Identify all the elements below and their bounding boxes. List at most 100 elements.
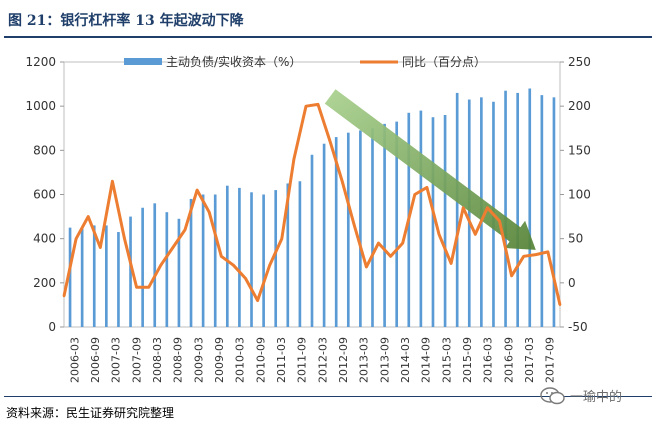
x-tick-label: 2010-09 (254, 337, 267, 383)
line-point (328, 140, 332, 143)
bar (371, 128, 374, 327)
bar (540, 95, 544, 327)
bar (298, 181, 302, 327)
line-point (123, 237, 126, 240)
line-point (62, 294, 66, 298)
x-tick-label: 2010-03 (234, 337, 247, 383)
bar (383, 123, 386, 327)
y-left-tick-label: 1000 (25, 99, 56, 113)
line-point (280, 237, 283, 240)
bar (165, 212, 169, 327)
source-note: 资料来源：民生证券研究院整理 (6, 406, 175, 420)
bar (129, 216, 132, 327)
x-tick-label: 2008-03 (151, 337, 164, 383)
line-point (377, 241, 380, 245)
leverage-chart: 0 200 400 600 800 1000 1200 -50 0 50 100 150 200 250 2… (25, 54, 591, 383)
y-right-tick-label: 50 (568, 232, 583, 246)
y-left-tick-label: 200 (33, 276, 56, 290)
line-series (62, 102, 562, 307)
line-point (522, 255, 525, 258)
line-point (220, 255, 223, 258)
bar (153, 203, 157, 327)
line-point (558, 303, 562, 307)
trend-arrow (324, 89, 536, 250)
x-tick-label: 2009-03 (192, 337, 205, 383)
line-point (147, 286, 150, 289)
x-tick-label: 2011-03 (275, 337, 288, 383)
x-tick-label: 2006-09 (89, 337, 102, 383)
bar (552, 97, 556, 327)
line-point (341, 180, 344, 183)
bar (274, 190, 278, 327)
bar (262, 194, 265, 327)
x-tick-label: 2007-09 (130, 337, 143, 383)
bar (201, 194, 205, 327)
legend-swatch-bar (124, 58, 162, 65)
bar (322, 143, 326, 327)
x-tick-label: 2015-03 (440, 337, 453, 383)
x-tick-label: 2016-09 (502, 337, 515, 383)
bar (117, 232, 120, 327)
bar (189, 198, 193, 327)
line-point (365, 265, 368, 269)
footer-divider (4, 396, 652, 397)
line-point (208, 211, 211, 214)
x-tick-label: 2014-03 (399, 337, 412, 383)
line-point (486, 206, 489, 209)
line-point (195, 188, 199, 192)
title-divider (4, 36, 652, 38)
line-point (401, 241, 404, 245)
y-left-tick-label: 400 (33, 232, 56, 246)
line-point (111, 180, 114, 183)
bar (310, 154, 314, 327)
line-point (316, 103, 320, 106)
x-tick-label: 2007-03 (110, 337, 123, 383)
line-point (304, 105, 308, 108)
legend-label-bar: 主动负债/实收资本（%） (166, 54, 301, 69)
line-path (62, 102, 562, 306)
y-left-tick-label: 800 (33, 143, 56, 157)
line-point (232, 264, 235, 267)
wechat-icon (540, 386, 565, 404)
y-right-tick-label: -50 (568, 320, 588, 334)
watermark-text: 一瑜中的 (570, 390, 623, 405)
bar (467, 99, 471, 327)
line-point (510, 274, 513, 277)
line-point (534, 253, 537, 256)
bar (443, 115, 447, 327)
line-point (462, 206, 465, 209)
x-tick-label: 2014-09 (420, 337, 433, 383)
x-tick-label: 2013-09 (378, 337, 391, 383)
bar (177, 218, 181, 327)
line-point (389, 255, 392, 258)
y-right-tick-label: 200 (568, 99, 591, 113)
bar (395, 121, 399, 327)
bar (213, 194, 217, 327)
bar (105, 225, 108, 327)
bar (334, 137, 338, 327)
line-point (171, 246, 175, 249)
y-left-tick-label: 600 (33, 188, 56, 202)
bar (238, 187, 241, 327)
line-point (546, 250, 550, 254)
line-point (183, 228, 187, 231)
line-point (244, 277, 247, 280)
x-tick-label: 2017-09 (544, 337, 557, 383)
line-point (256, 299, 259, 302)
bar (250, 192, 253, 327)
line-point (74, 237, 78, 240)
bar (346, 132, 350, 327)
line-point (425, 186, 429, 189)
legend-label-line: 同比（百分点） (402, 55, 486, 69)
x-tick-label: 2017-03 (523, 337, 536, 383)
bar (516, 92, 519, 327)
chart-legend: 主动负债/实收资本（%） 同比（百分点） (124, 54, 486, 69)
line-point (413, 193, 416, 196)
bar (504, 90, 507, 327)
x-tick-label: 2008-09 (172, 337, 185, 383)
line-point (159, 264, 162, 267)
x-tick-label: 2012-03 (316, 337, 329, 383)
x-tick-label: 2011-09 (296, 337, 309, 383)
line-point (87, 215, 90, 218)
x-tick-label: 2012-09 (337, 337, 350, 383)
